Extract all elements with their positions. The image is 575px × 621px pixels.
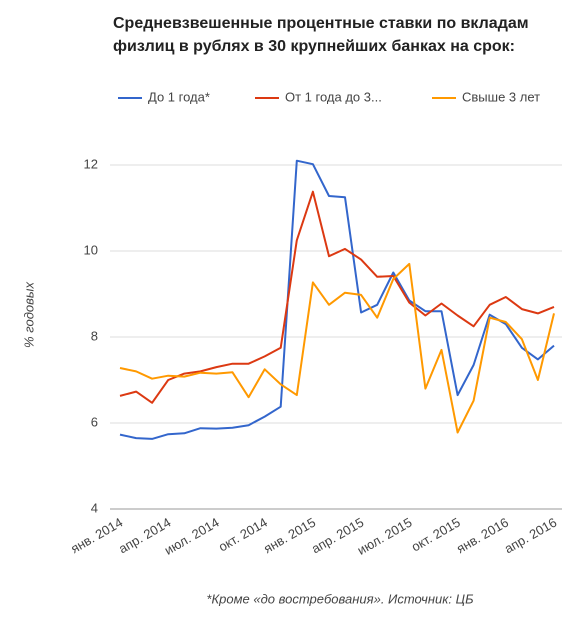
legend-label: Свыше 3 лет bbox=[462, 89, 540, 104]
x-tick-label: окт. 2015 bbox=[409, 515, 463, 555]
y-tick-label: 4 bbox=[91, 500, 98, 515]
x-tick-label: янв. 2014 bbox=[68, 515, 125, 557]
x-tick-label: окт. 2014 bbox=[216, 515, 270, 555]
legend-label: От 1 года до 3... bbox=[285, 89, 382, 104]
x-tick-label: янв. 2016 bbox=[454, 515, 511, 557]
footnote: *Кроме «до востребования». Источник: ЦБ bbox=[206, 591, 474, 606]
y-axis-label: % годовых bbox=[21, 282, 36, 348]
x-tick-label: янв. 2015 bbox=[261, 515, 318, 557]
series-line bbox=[119, 159, 555, 440]
y-tick-label: 6 bbox=[91, 414, 98, 429]
series-line bbox=[119, 262, 555, 434]
x-tick-label: июл. 2015 bbox=[355, 515, 415, 558]
series-line bbox=[119, 190, 555, 404]
y-tick-label: 12 bbox=[84, 156, 98, 171]
x-tick-label: июл. 2014 bbox=[162, 515, 222, 558]
chart-title: Средневзвешенные процентные ставки по вк… bbox=[113, 15, 529, 55]
x-tick-label: апр. 2016 bbox=[502, 515, 559, 557]
y-tick-label: 10 bbox=[84, 242, 98, 257]
legend-label: До 1 года* bbox=[148, 89, 210, 104]
y-tick-label: 8 bbox=[91, 328, 98, 343]
